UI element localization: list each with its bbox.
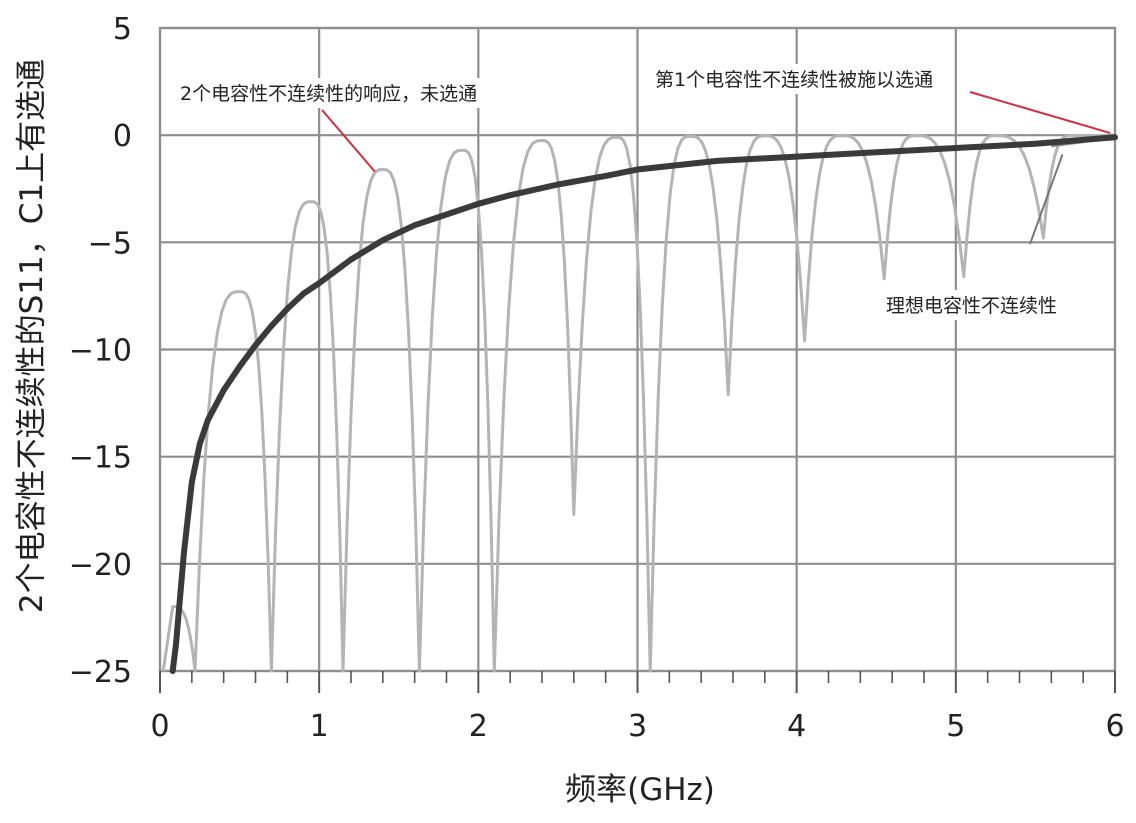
- grid: [158, 26, 1117, 673]
- annotation-bg: [649, 64, 940, 94]
- x-tick-label: 4: [787, 709, 806, 744]
- series-gray-response-line: [161, 134, 1115, 673]
- x-tick-label: 0: [150, 709, 169, 744]
- y-tick-label: 0: [113, 119, 132, 154]
- annotation-label: 2个电容性不连续性的响应，未选通: [180, 83, 477, 105]
- x-axis-label: 频率(GHz): [565, 772, 715, 808]
- series-ideal-line: [169, 134, 1118, 674]
- y-tick-label: −15: [69, 441, 132, 476]
- ticks: 0 1 2 3 4 5 6 5 0 −5 −10 −15 −20 −25: [69, 12, 1125, 744]
- y-axis-label: 2个电容性不连续性的S11，C1上有选通: [14, 59, 50, 613]
- x-tick-label: 2: [469, 709, 488, 744]
- y-tick-label: 5: [113, 12, 132, 47]
- y-tick-label: −10: [69, 334, 132, 369]
- y-tick-label: −5: [88, 226, 132, 261]
- y-tick-label: −25: [69, 655, 132, 690]
- x-tick-label: 5: [946, 709, 965, 744]
- series-layer: [161, 133, 1118, 674]
- x-tick-label: 6: [1105, 709, 1124, 744]
- x-tick-label: 3: [628, 709, 647, 744]
- annotation-label: 理想电容性不连续性: [886, 295, 1057, 317]
- annotation-leader: [1029, 154, 1064, 245]
- y-tick-label: −20: [69, 548, 132, 583]
- annotation-bg: [880, 290, 1064, 320]
- x-tick-label: 1: [310, 709, 329, 744]
- annotation-leader: [321, 109, 376, 173]
- annotation-label: 第1个电容性不连续性被施以选通: [655, 69, 933, 91]
- annotation-bg: [174, 78, 484, 108]
- annotation-leader: [969, 91, 1111, 134]
